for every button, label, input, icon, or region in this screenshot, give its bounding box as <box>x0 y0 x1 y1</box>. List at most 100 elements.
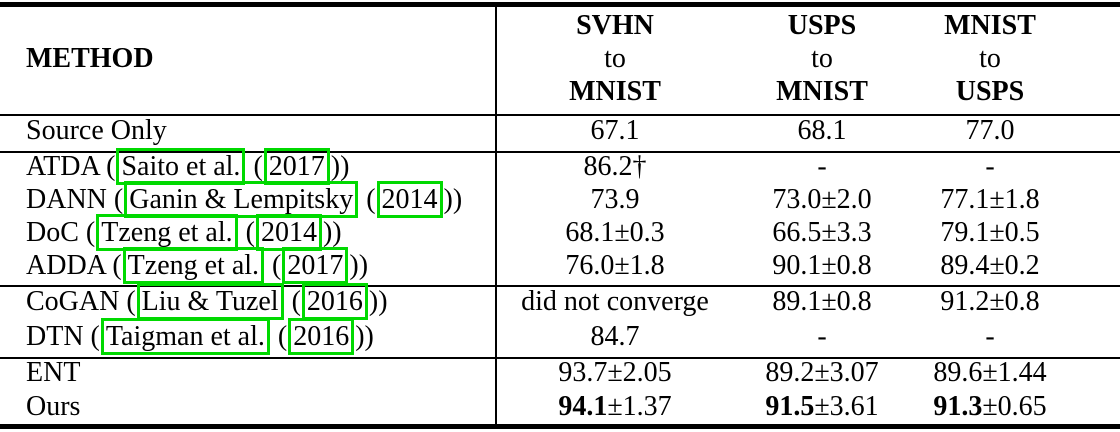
citation-link-authors[interactable]: Tzeng et al. <box>122 247 265 284</box>
citation-link-year[interactable]: 2017 <box>263 148 330 185</box>
header-separator-rule <box>0 114 1120 116</box>
citation-link-year[interactable]: 2016 <box>301 283 368 320</box>
table-row-dtn: DTN (Taigman et al. (2016)) 84.7 - - <box>0 318 1120 357</box>
col-header-target: USPS <box>955 76 1025 107</box>
best-value: 91.5 <box>765 390 815 422</box>
table-row-cogan: CoGAN (Liu & Tuzel (2016)) did not conve… <box>0 283 1120 322</box>
method-column-header: METHOD <box>26 42 154 74</box>
method-cell: ATDA (Saito et al. (2017)) <box>0 148 497 185</box>
table-row-ent: ENT 93.7±2.05 89.2±3.07 89.6±1.44 <box>0 357 1120 392</box>
method-text: CoGAN ( <box>26 286 136 317</box>
value-stddev: ±3.61 <box>814 390 879 422</box>
col-header-to: to <box>811 43 833 74</box>
value-cell-mnist-usps: 91.2±0.8 <box>940 286 1040 317</box>
source-only-separator-rule <box>0 151 1120 153</box>
method-text: )) <box>368 286 388 317</box>
method-cell: Ours <box>26 390 81 422</box>
column-divider <box>495 7 497 429</box>
method-text: ( <box>359 184 376 215</box>
method-cell: CoGAN (Liu & Tuzel (2016)) <box>0 283 497 320</box>
method-text: )) <box>349 250 369 281</box>
method-text: )) <box>322 217 342 248</box>
method-text: )) <box>355 321 374 352</box>
col-header-source: SVHN <box>576 10 654 41</box>
value-cell-mnist-usps: 77.1±1.8 <box>940 184 1040 215</box>
citation-link-year[interactable]: 2014 <box>255 214 322 251</box>
value-cell-mnist-usps: 89.4±0.2 <box>940 250 1040 281</box>
method-text: ADDA ( <box>26 250 122 281</box>
method-cell: ENT <box>26 357 81 388</box>
citation-link-year[interactable]: 2014 <box>376 181 443 218</box>
top-rule <box>0 2 1120 7</box>
value-cell-svhn-mnist: 76.0±1.8 <box>565 250 665 281</box>
method-text: ( <box>246 151 263 182</box>
value-cell-usps-mnist: 66.5±3.3 <box>772 217 872 248</box>
citation-link-year[interactable]: 2016 <box>288 318 355 355</box>
table-row-ours: Ours 94.1±1.37 91.5±3.61 91.3±0.65 <box>0 390 1120 426</box>
method-cell: ADDA (Tzeng et al. (2017)) <box>0 247 497 284</box>
col-header-source: MNIST <box>944 10 1036 41</box>
col-header-usps-to-mnist: USPS to MNIST <box>733 9 911 108</box>
method-cell: DTN (Taigman et al. (2016)) <box>0 318 497 355</box>
method-text: DTN ( <box>26 321 100 352</box>
citation-link-authors[interactable]: Ganin & Lempitsky <box>124 181 359 218</box>
table-row-adda: ADDA (Tzeng et al. (2017)) 76.0±1.8 90.1… <box>0 247 1120 285</box>
table-row-doc: DoC (Tzeng et al. (2014)) 68.1±0.3 66.5±… <box>0 214 1120 252</box>
citation-link-authors[interactable]: Tzeng et al. <box>96 214 238 251</box>
value-cell-svhn-mnist: 67.1 <box>590 115 640 146</box>
value-cell-mnist-usps: 79.1±0.5 <box>940 217 1040 248</box>
method-text: DoC ( <box>26 217 96 248</box>
value-stddev: ±1.37 <box>607 390 672 422</box>
value-cell-usps-mnist: 68.1 <box>797 115 847 146</box>
value-cell-mnist-usps: 91.3±0.65 <box>911 391 1069 423</box>
value-cell-mnist-usps: - <box>985 151 995 182</box>
method-text: )) <box>443 184 463 215</box>
method-text: DANN ( <box>26 184 124 215</box>
table-row-atda: ATDA (Saito et al. (2017)) 86.2† - - <box>0 148 1120 186</box>
results-table: METHOD SVHN to MNIST USPS to MNIST MNIST… <box>0 7 1120 426</box>
value-cell-usps-mnist: - <box>817 321 827 352</box>
value-cell-usps-mnist: 89.1±0.8 <box>772 286 872 317</box>
value-cell-svhn-mnist: 94.1±1.37 <box>497 391 733 423</box>
value-cell-usps-mnist: - <box>817 151 827 182</box>
value-cell-svhn-mnist: did not converge <box>521 286 709 317</box>
citation-link-authors[interactable]: Liu & Tuzel <box>136 283 284 320</box>
table-row-source-only: Source Only 67.1 68.1 77.0 <box>0 115 1120 151</box>
block2-separator-rule <box>0 285 1120 287</box>
col-header-target: MNIST <box>776 76 868 107</box>
col-header-to: to <box>979 43 1001 74</box>
value-cell-svhn-mnist: 93.7±2.05 <box>558 357 672 388</box>
citation-link-authors[interactable]: Saito et al. <box>116 148 246 185</box>
col-header-target: MNIST <box>569 76 661 107</box>
col-header-source: USPS <box>787 10 857 41</box>
value-cell-svhn-mnist: 73.9 <box>590 184 640 215</box>
method-text: ( <box>284 286 301 317</box>
col-header-mnist-to-usps: MNIST to USPS <box>911 9 1069 108</box>
value-cell-mnist-usps: 89.6±1.44 <box>933 357 1047 388</box>
value-cell-mnist-usps: - <box>985 321 995 352</box>
bottom-rule <box>0 424 1120 429</box>
best-value: 91.3 <box>933 390 983 422</box>
method-text: ( <box>265 250 282 281</box>
method-text: ATDA ( <box>26 151 116 182</box>
citation-link-authors[interactable]: Taigman et al. <box>100 318 270 355</box>
col-header-svhn-to-mnist: SVHN to MNIST <box>497 9 733 108</box>
method-cell: DANN (Ganin & Lempitsky (2014)) <box>0 181 497 218</box>
method-cell: DoC (Tzeng et al. (2014)) <box>0 214 497 251</box>
value-cell-usps-mnist: 91.5±3.61 <box>733 391 911 423</box>
best-value: 94.1 <box>558 390 608 422</box>
method-cell: Source Only <box>26 115 167 146</box>
method-text: ( <box>270 321 288 352</box>
method-text: ( <box>238 217 255 248</box>
citation-link-year[interactable]: 2017 <box>282 247 349 284</box>
value-cell-usps-mnist: 89.2±3.07 <box>765 357 879 388</box>
col-header-to: to <box>604 43 626 74</box>
table-row-dann: DANN (Ganin & Lempitsky (2014)) 73.9 73.… <box>0 181 1120 219</box>
table-header-row: METHOD SVHN to MNIST USPS to MNIST MNIST… <box>0 7 1120 114</box>
value-cell-svhn-mnist: 86.2† <box>583 151 647 182</box>
value-cell-mnist-usps: 77.0 <box>965 115 1015 146</box>
value-stddev: ±0.65 <box>982 390 1047 422</box>
value-cell-usps-mnist: 73.0±2.0 <box>772 184 872 215</box>
value-cell-usps-mnist: 90.1±0.8 <box>772 250 872 281</box>
